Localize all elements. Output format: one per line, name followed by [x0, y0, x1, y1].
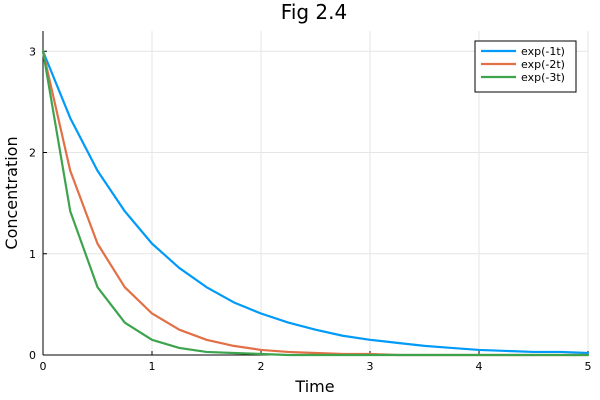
y-tick-label: 2	[29, 147, 36, 160]
legend-label: exp(-2t)	[521, 58, 565, 71]
series-line-2	[41, 50, 590, 357]
x-axis-label: Time	[294, 377, 334, 396]
legend-box	[474, 40, 577, 93]
y-tick-label: 3	[29, 45, 36, 58]
x-tick-label: 2	[258, 360, 265, 373]
legend-label: exp(-3t)	[521, 71, 565, 84]
y-tick-label: 1	[29, 248, 36, 261]
x-tick-label: 5	[585, 360, 592, 373]
legend-label: exp(-1t)	[521, 45, 565, 58]
chart-title: Fig 2.4	[281, 0, 347, 24]
series-line-1	[41, 50, 590, 355]
x-tick-label: 0	[40, 360, 47, 373]
x-tick-label: 3	[367, 360, 374, 373]
y-tick-label: 0	[29, 349, 36, 362]
series-line-3	[41, 50, 590, 357]
legend: exp(-1t)exp(-2t)exp(-3t)	[474, 40, 577, 93]
x-tick-label: 1	[149, 360, 156, 373]
y-axis-label: Concentration	[2, 136, 21, 249]
series-layer	[41, 50, 590, 357]
x-tick-label: 4	[476, 360, 483, 373]
